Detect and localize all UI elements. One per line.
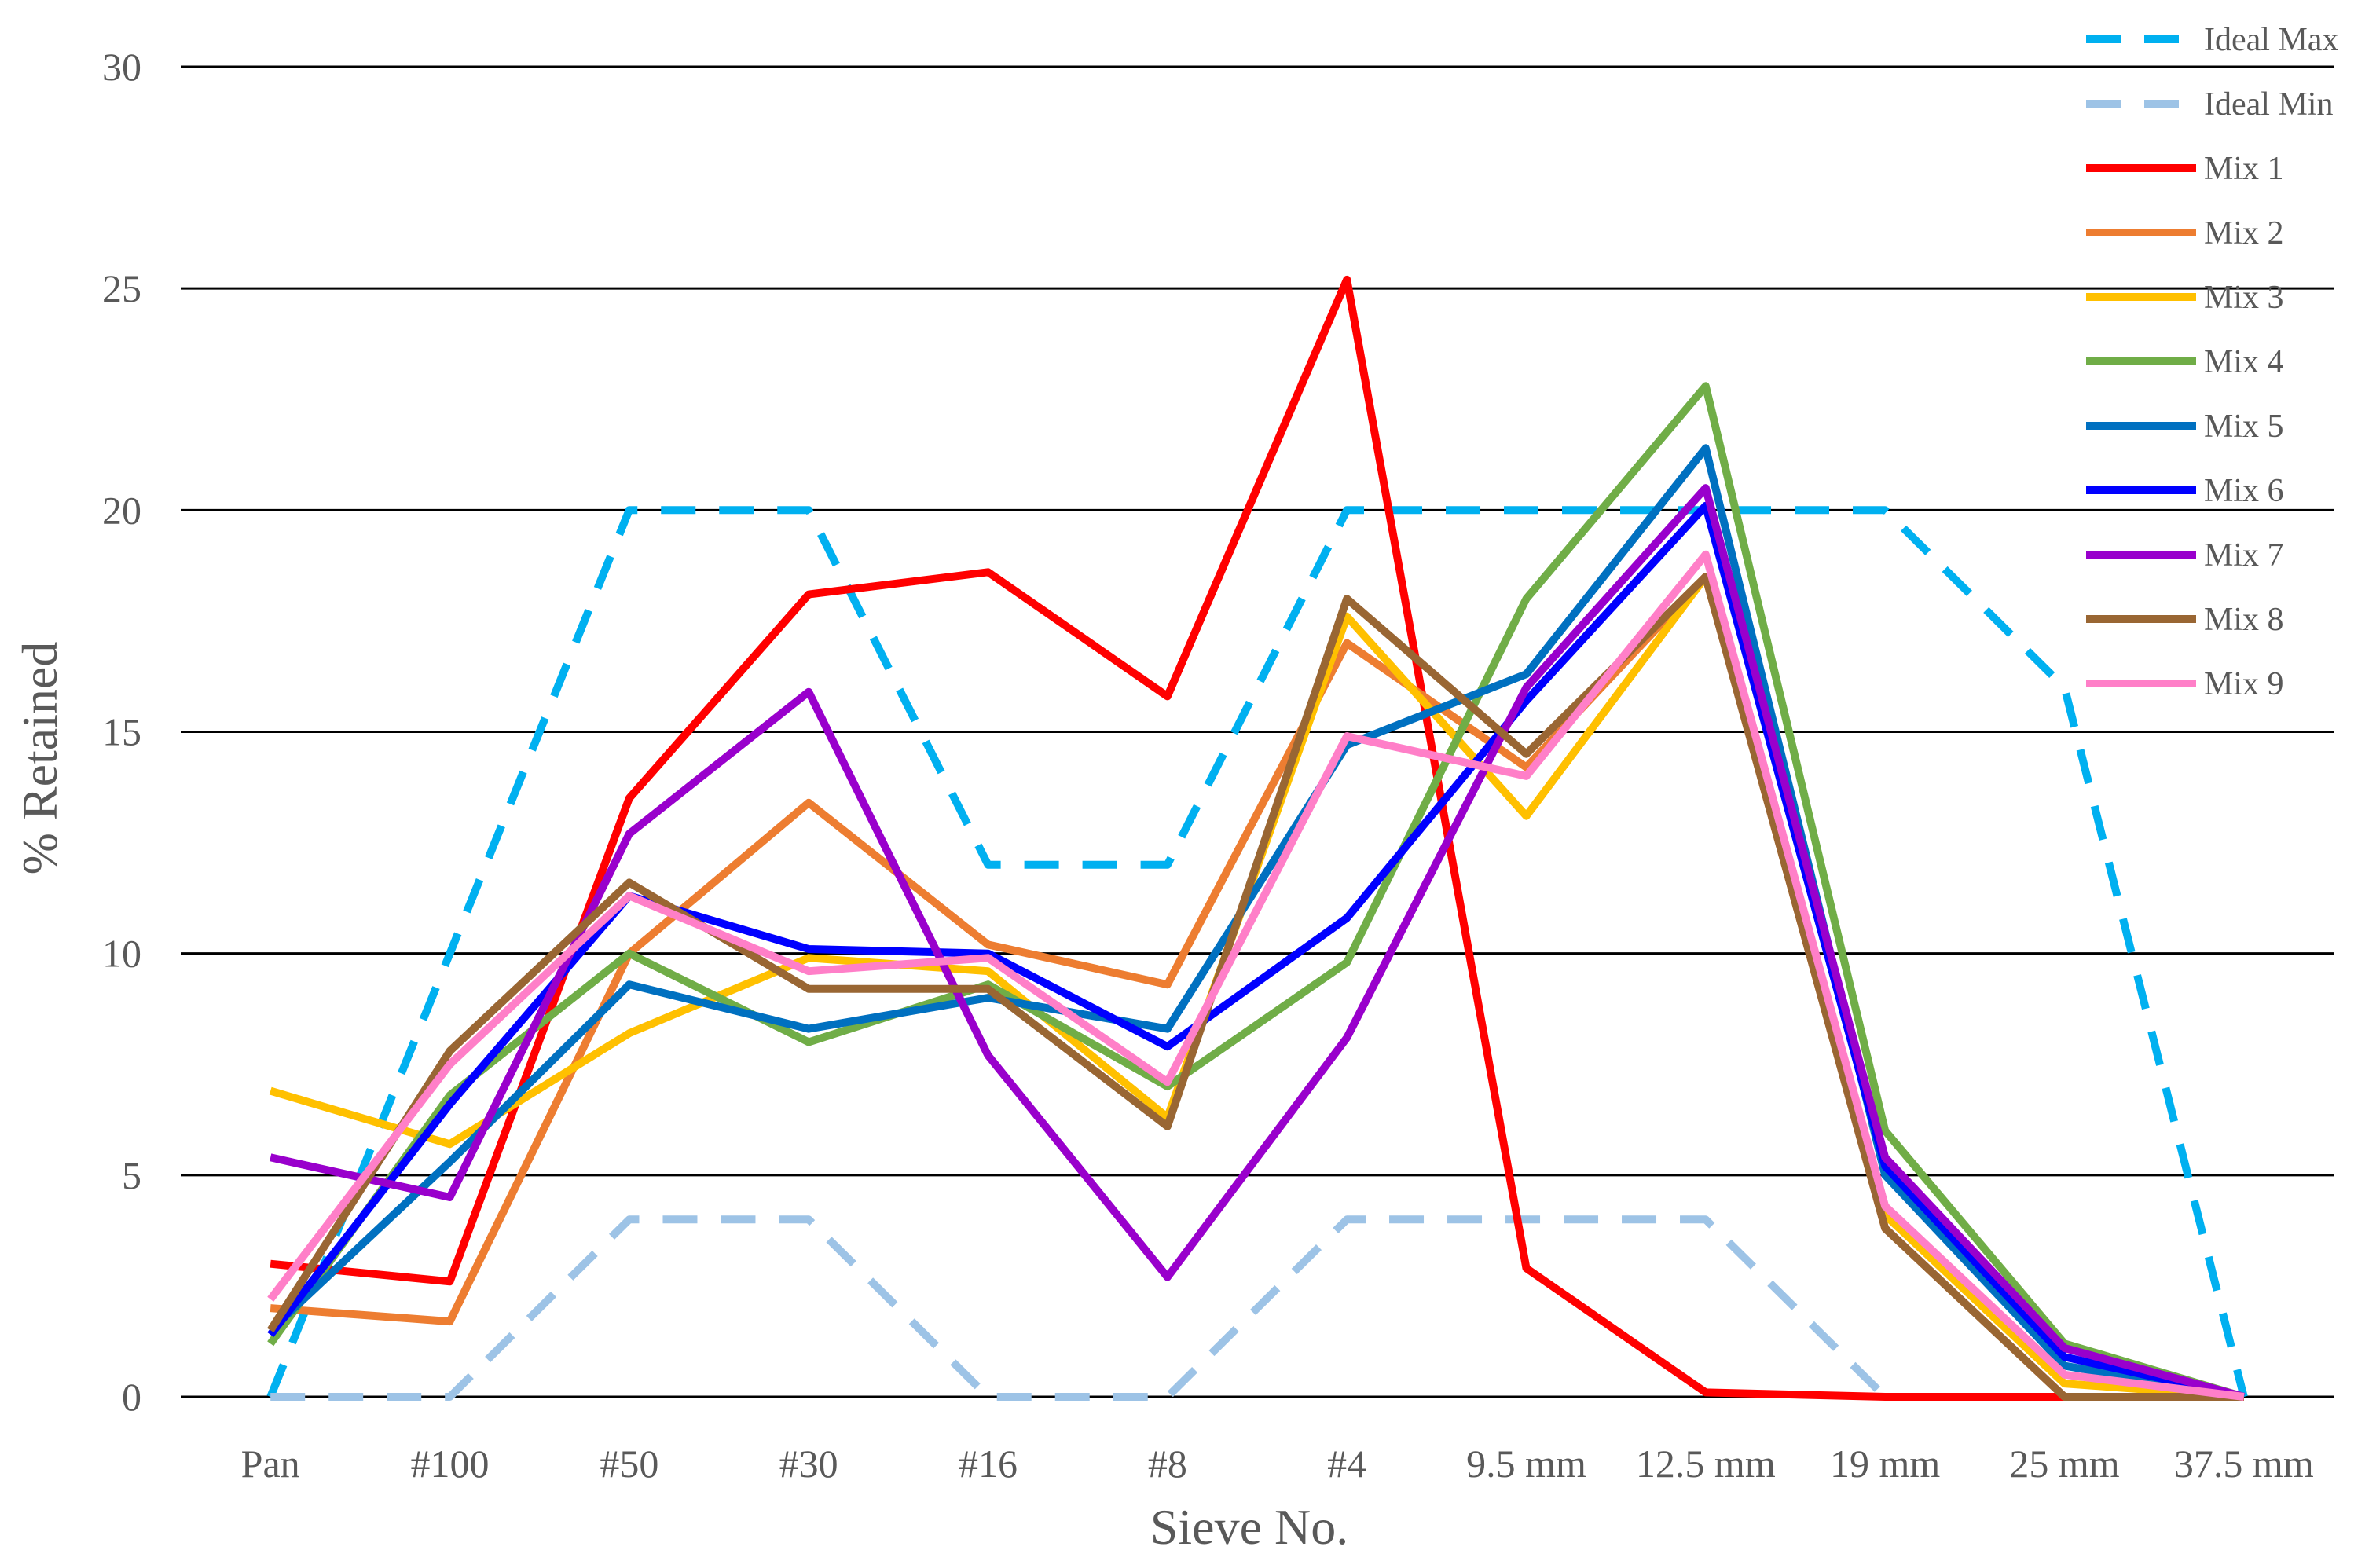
legend-label-mix-4: Mix 4 [2204,344,2284,380]
x-tick-label: 25 mm [2009,1442,2119,1486]
x-tick-labels: Pan #100 #50 #30 #16 #8 #4 9.5 mm 12.5 mm 19 mm 25… [241,1442,2314,1486]
legend-label-ideal-max: Ideal Max [2204,22,2338,58]
series-line-ideal-max [266,506,2248,1398]
y-tick-label: 0 [122,1375,141,1419]
x-tick-label: #50 [600,1442,658,1486]
legend-label-mix-7: Mix 7 [2204,537,2284,573]
legend-label-mix-8: Mix 8 [2204,602,2284,638]
x-tick-label: #16 [959,1442,1018,1486]
series-line-mix-6 [267,501,2245,1401]
series-line-mix-9 [267,550,2245,1401]
legend-label-mix-5: Mix 5 [2204,409,2284,445]
x-tick-label: 9.5 mm [1466,1442,1586,1486]
x-tick-label: #4 [1327,1442,1366,1486]
series-line-ideal-min [270,1215,1888,1401]
x-tick-label: 37.5 mm [2174,1442,2314,1486]
x-tick-label: 19 mm [1830,1442,1940,1486]
series-line-mix-4 [267,382,2246,1401]
x-axis-title: Sieve No. [1150,1499,1348,1555]
y-axis-title: % Retained [12,642,68,875]
y-tick-label: 25 [102,266,141,310]
series-line-mix-5 [267,444,2245,1401]
grid-lines [181,65,2334,1398]
legend-label-mix-9: Mix 9 [2204,666,2284,702]
series-lines [266,275,2248,1401]
y-tick-labels: 0 5 10 15 20 25 30 [102,45,141,1419]
y-tick-label: 30 [102,45,141,89]
y-tick-label: 15 [102,710,141,754]
y-tick-label: 10 [102,932,141,976]
legend-label-mix-1: Mix 1 [2204,151,2284,187]
x-tick-label: #100 [411,1442,490,1486]
series-line-mix-7 [270,484,2246,1401]
y-tick-label: 20 [102,488,141,532]
x-tick-label: #8 [1148,1442,1187,1486]
legend-label-mix-3: Mix 3 [2204,280,2284,316]
legend-label-ideal-min: Ideal Min [2204,86,2333,123]
x-tick-label: #30 [779,1442,838,1486]
x-tick-label: Pan [241,1442,300,1486]
series-line-mix-1 [270,275,2244,1401]
y-tick-label: 5 [122,1153,141,1197]
legend-label-mix-2: Mix 2 [2204,215,2284,251]
legend-label-mix-6: Mix 6 [2204,473,2284,509]
x-tick-label: 12.5 mm [1636,1442,1776,1486]
legend: Ideal Max Ideal Min Mix 1 Mix 2 Mix 3 Mix 4 Mi… [2086,22,2338,702]
series-line-mix-8 [266,573,2244,1401]
